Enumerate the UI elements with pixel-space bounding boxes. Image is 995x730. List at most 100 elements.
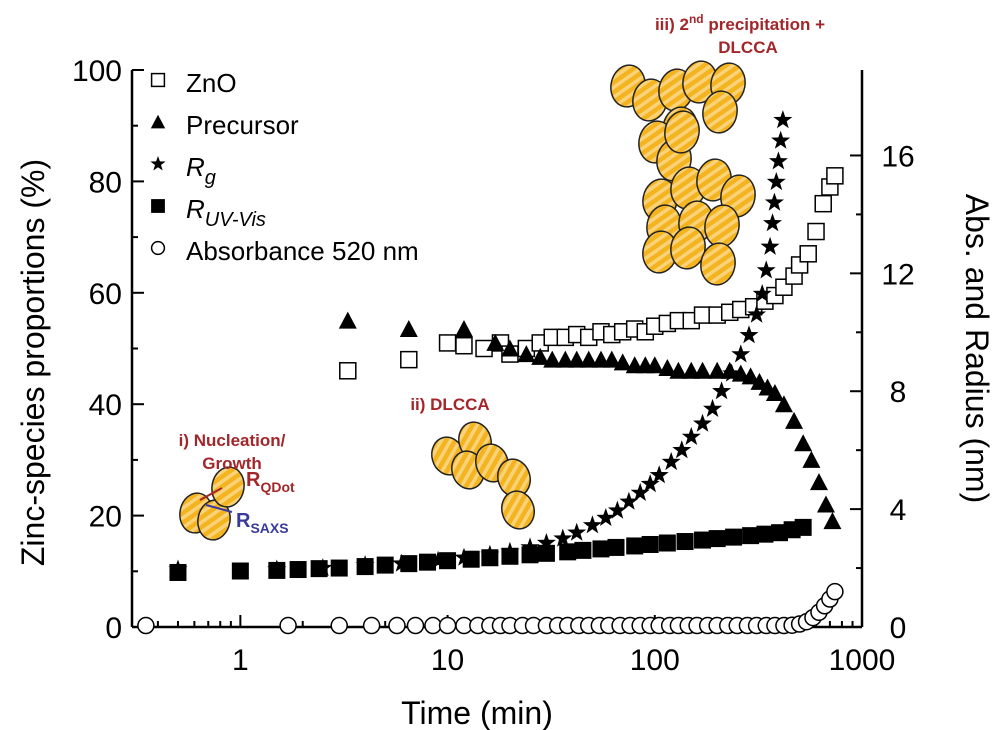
data-point: [649, 465, 669, 484]
data-point: [747, 304, 767, 323]
data-point: [313, 558, 333, 577]
data-point: [289, 561, 307, 579]
data-point: [400, 350, 418, 369]
data-point: [579, 350, 598, 368]
data-point: [480, 544, 500, 563]
data-point: [607, 500, 627, 519]
data-point: [809, 473, 828, 491]
y-left-tick-label: 0: [105, 612, 122, 645]
legend-marker: [151, 199, 165, 213]
data-point: [454, 320, 473, 338]
x-tick-label: 1: [232, 644, 249, 677]
data-point: [802, 450, 821, 468]
data-point: [567, 522, 587, 541]
data-point: [592, 540, 610, 558]
precipitation-cluster: [610, 60, 756, 286]
data-point: [531, 347, 550, 365]
data-point: [640, 474, 660, 493]
data-point: [742, 527, 760, 545]
annotation-dlcca: ii) DLCCA: [410, 395, 489, 414]
legend: ZnO Precursor Rg RUV-Vis Absorbance 520 nm: [150, 68, 419, 266]
particle: [664, 110, 700, 154]
data-point: [553, 528, 573, 547]
data-point: [693, 306, 712, 324]
particle: [211, 466, 245, 508]
y-left-tick-label: 60: [89, 278, 122, 311]
data-point: [438, 334, 457, 352]
y-left-tick-label: 40: [89, 389, 122, 422]
dlcca-cluster: [431, 421, 535, 530]
data-point: [567, 350, 586, 368]
y-right-tick-label: 0: [890, 612, 907, 645]
data-point: [693, 413, 712, 432]
data-point: [725, 528, 743, 546]
data-point: [388, 616, 406, 635]
legend-label: Absorbance 520 nm: [186, 236, 419, 266]
data-point: [814, 194, 832, 213]
data-point: [424, 616, 442, 635]
data-point: [752, 284, 772, 303]
legend-label: RUV-Vis: [186, 194, 266, 231]
data-point: [613, 353, 632, 371]
nucleation-cluster: [179, 466, 245, 541]
data-point: [669, 361, 688, 379]
annotation-precipitation-dlcca: DLCCA: [718, 38, 778, 57]
data-point: [768, 151, 788, 170]
data-point: [826, 167, 844, 185]
annotations-group: i) Nucleation/Growth ii) DLCCA iii) 2nd pr…: [179, 12, 825, 536]
data-point: [823, 512, 842, 530]
x-tick-label: 1000: [829, 644, 896, 677]
data-point: [392, 553, 412, 572]
data-point: [739, 325, 759, 344]
data-point: [556, 350, 575, 368]
legend-marker: [150, 114, 166, 129]
data-point: [330, 559, 348, 577]
data-point: [607, 538, 625, 556]
data-point: [339, 362, 357, 380]
annotation-nucleation: i) Nucleation/: [179, 431, 286, 450]
data-point: [399, 320, 418, 338]
legend-label: Precursor: [186, 110, 299, 140]
data-point: [785, 411, 804, 429]
data-point: [602, 350, 621, 368]
data-point: [486, 333, 505, 351]
series-absorbance-520-nm: [137, 582, 844, 635]
data-point: [766, 172, 786, 191]
data-point: [773, 110, 793, 129]
annotation-precipitation: iii) 2nd precipitation +: [655, 12, 825, 34]
data-point: [267, 559, 287, 578]
rqdot-arrow: [199, 487, 223, 501]
data-point: [676, 533, 694, 551]
legend-marker: [150, 72, 166, 88]
data-point: [500, 339, 519, 357]
data-point: [641, 535, 659, 553]
y-left-tick-label: 20: [89, 501, 122, 534]
data-point: [231, 562, 249, 580]
data-point: [765, 384, 784, 402]
data-point: [794, 434, 813, 452]
data-point: [682, 361, 701, 379]
series-rg: [168, 110, 793, 578]
data-point: [574, 541, 592, 559]
legend-label: ZnO: [186, 68, 237, 98]
particle: [702, 90, 738, 134]
data-point: [330, 616, 348, 635]
marks-group: [137, 110, 844, 635]
data-point: [406, 616, 425, 635]
y-right-tick-label: 4: [890, 494, 907, 527]
y-right-tick-label: 12: [881, 258, 914, 291]
data-point: [826, 582, 844, 601]
data-point: [645, 356, 664, 374]
data-point: [661, 452, 681, 471]
data-point: [760, 236, 780, 255]
data-point: [619, 491, 639, 510]
data-point: [681, 426, 701, 445]
x-tick-label: 100: [630, 644, 680, 677]
data-point: [536, 533, 556, 552]
data-point: [694, 531, 712, 549]
y-right-axis-label: Abs. and Radius (nm): [959, 194, 995, 503]
data-point: [376, 556, 394, 574]
y-left-tick-label: 80: [89, 166, 122, 199]
data-point: [763, 213, 782, 232]
